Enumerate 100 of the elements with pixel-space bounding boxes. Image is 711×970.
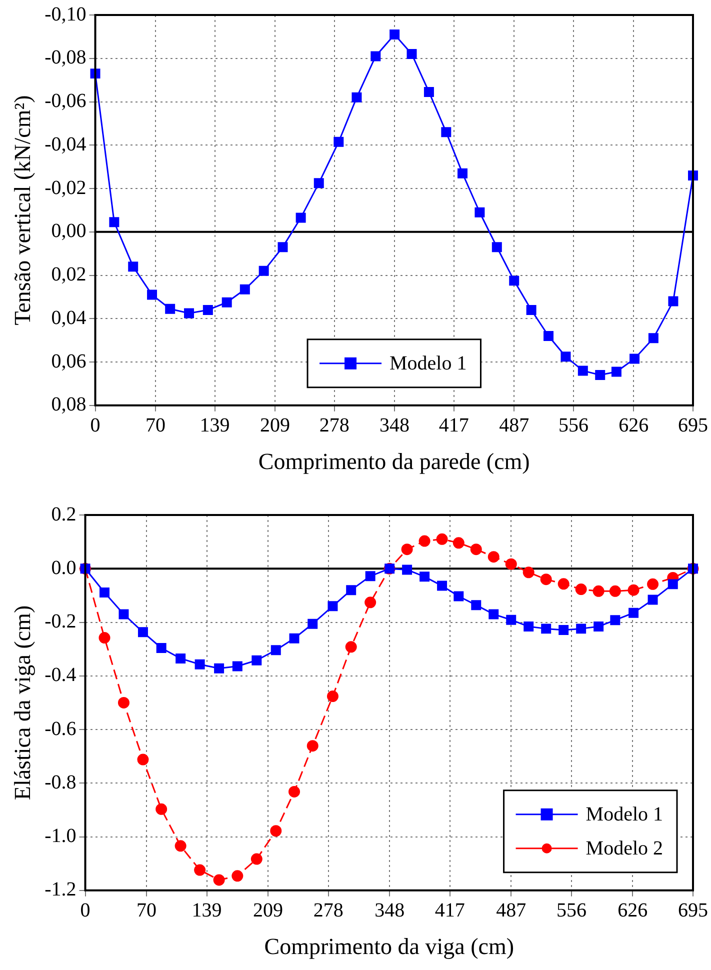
x-tick-label: 348 xyxy=(374,900,405,922)
point xyxy=(289,633,300,644)
point xyxy=(174,840,186,852)
y-tick-label: 0.2 xyxy=(51,503,76,526)
point xyxy=(352,92,362,102)
point xyxy=(147,290,158,300)
x-tick-label: 487 xyxy=(496,900,526,922)
point xyxy=(156,643,166,653)
point xyxy=(492,242,502,252)
point xyxy=(454,591,464,602)
point xyxy=(630,354,640,364)
point xyxy=(402,564,412,575)
point xyxy=(668,296,678,306)
x-tick-label: 626 xyxy=(618,900,648,922)
point xyxy=(278,242,288,252)
x-tick-label: 139 xyxy=(192,900,222,922)
point xyxy=(474,207,485,218)
point xyxy=(370,51,381,62)
point xyxy=(436,533,448,545)
legend-label: Modelo 1 xyxy=(390,352,467,375)
y-tick-label: -0.8 xyxy=(44,771,76,794)
x-tick-label: 417 xyxy=(434,900,465,922)
x-tick-label: 487 xyxy=(499,414,530,437)
point xyxy=(526,304,536,315)
point xyxy=(401,544,413,556)
point xyxy=(194,659,205,670)
x-tick-label: 348 xyxy=(380,414,410,437)
point xyxy=(365,571,376,582)
point xyxy=(156,803,168,815)
point xyxy=(488,551,500,563)
y-axis-title: Elástica da viga (cm) xyxy=(10,605,35,800)
x-tick-label: 139 xyxy=(200,414,230,437)
point xyxy=(420,572,430,582)
point xyxy=(509,276,520,286)
point xyxy=(418,535,430,547)
point xyxy=(506,614,516,625)
point xyxy=(296,212,306,223)
y-tick-label: -0,02 xyxy=(44,176,86,199)
point xyxy=(647,578,659,590)
x-tick-label: 695 xyxy=(678,414,708,437)
point xyxy=(595,370,606,380)
point xyxy=(240,284,250,294)
point xyxy=(592,585,604,597)
point xyxy=(558,578,570,590)
point xyxy=(441,127,452,138)
point xyxy=(558,625,569,636)
x-axis-title: Comprimento da viga (cm) xyxy=(264,934,514,960)
point xyxy=(578,366,588,376)
point xyxy=(345,641,357,653)
y-tick-label: -0,06 xyxy=(44,90,86,112)
point xyxy=(544,331,554,341)
x-tick-label: 278 xyxy=(313,900,344,922)
y-tick-label: 0,08 xyxy=(51,394,86,416)
point xyxy=(437,580,448,591)
y-tick-label: 0,00 xyxy=(51,220,86,242)
legend-label: Modelo 1 xyxy=(586,804,663,826)
x-tick-label: 695 xyxy=(678,900,708,922)
y-tick-label: -0.4 xyxy=(44,664,76,686)
point xyxy=(328,601,338,612)
point xyxy=(610,615,620,626)
point xyxy=(128,262,138,272)
point xyxy=(98,632,110,644)
point xyxy=(202,304,213,315)
x-tick-label: 0 xyxy=(80,900,90,922)
point xyxy=(668,579,678,590)
point xyxy=(609,585,621,597)
point xyxy=(214,663,224,674)
point xyxy=(222,297,232,308)
y-tick-label: 0,04 xyxy=(51,306,86,329)
y-tick-label: -0,10 xyxy=(44,3,86,26)
point xyxy=(541,624,552,634)
y-tick-label: -0,04 xyxy=(44,133,86,156)
x-axis-title: Comprimento da parede (cm) xyxy=(258,449,530,474)
point xyxy=(648,594,658,605)
point xyxy=(138,627,148,638)
x-tick-label: 209 xyxy=(253,900,284,922)
x-tick-label: 626 xyxy=(618,414,649,437)
point xyxy=(250,853,262,865)
y-tick-label: -0,08 xyxy=(44,46,86,69)
x-tick-label: 278 xyxy=(319,414,350,437)
point xyxy=(176,653,186,664)
point xyxy=(611,366,622,377)
y-tick-label: 0,06 xyxy=(51,350,86,372)
point xyxy=(306,740,318,752)
point xyxy=(406,49,417,60)
point xyxy=(390,30,400,40)
y-tick-label: 0,02 xyxy=(51,264,86,286)
x-tick-label: 70 xyxy=(145,414,166,437)
point xyxy=(505,558,517,570)
y-tick-label: -0.6 xyxy=(44,718,76,740)
x-tick-label: 556 xyxy=(556,900,586,922)
x-tick-label: 70 xyxy=(136,900,156,922)
point xyxy=(471,600,482,610)
point xyxy=(364,596,376,608)
point xyxy=(522,566,534,578)
point xyxy=(270,645,281,656)
point xyxy=(628,608,639,618)
point xyxy=(470,544,482,556)
point xyxy=(165,304,176,314)
point xyxy=(488,609,499,620)
